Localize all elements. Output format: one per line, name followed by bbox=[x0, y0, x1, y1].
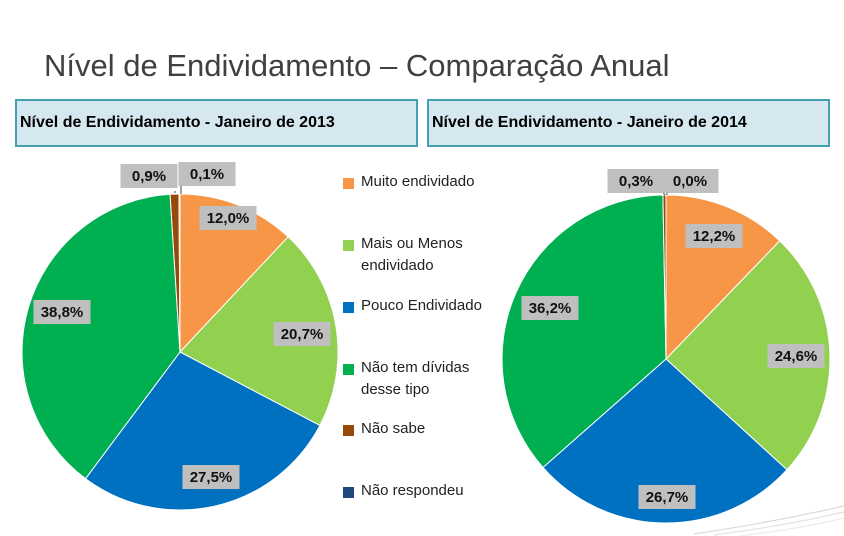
data-label: 0,3% bbox=[607, 169, 665, 193]
data-label: 0,1% bbox=[178, 162, 236, 186]
data-label-text: 0,1% bbox=[190, 166, 224, 183]
pie-slice-4 bbox=[21, 193, 181, 480]
legend: Muito endividado Mais ou Menos endividad… bbox=[343, 0, 513, 536]
legend-swatch bbox=[343, 302, 354, 313]
pie-slice-1 bbox=[179, 193, 289, 354]
pie-slice-3 bbox=[542, 358, 788, 524]
legend-label: Mais ou Menos endividado bbox=[361, 235, 463, 274]
data-label-text: 36,2% bbox=[529, 300, 572, 317]
pie-slice-3 bbox=[84, 351, 321, 511]
data-label-box bbox=[182, 465, 240, 489]
data-label: 26,7% bbox=[638, 485, 696, 509]
legend-label: Não tem dívidas desse tipo bbox=[361, 359, 470, 398]
pie-slice-2 bbox=[665, 240, 831, 471]
data-label-text: 0,3% bbox=[619, 173, 653, 190]
data-label-box bbox=[521, 296, 579, 320]
data-label-text: 38,8% bbox=[41, 304, 84, 321]
data-label: 0,9% bbox=[120, 164, 178, 188]
legend-item-nao-sabe: Não sabe bbox=[343, 420, 426, 440]
data-label: 12,0% bbox=[199, 206, 257, 230]
decorative-swoosh bbox=[693, 505, 844, 536]
data-label: 0,0% bbox=[661, 169, 719, 193]
chart-title-2013: Nível de Endividamento - Janeiro de 2013 bbox=[15, 99, 418, 147]
data-label-box bbox=[661, 169, 719, 193]
data-label-box bbox=[638, 485, 696, 509]
legend-item-pouco-endividado: Pouco Endividado bbox=[343, 297, 482, 317]
data-label: 20,7% bbox=[273, 322, 331, 346]
data-label: 36,2% bbox=[521, 296, 579, 320]
data-label-box bbox=[120, 164, 178, 188]
data-label: 27,5% bbox=[182, 465, 240, 489]
page-title: Nível de Endividamento – Comparação Anua… bbox=[44, 48, 670, 83]
data-label-text: 20,7% bbox=[281, 326, 324, 343]
data-label: 38,8% bbox=[33, 300, 91, 324]
legend-label: Não sabe bbox=[361, 420, 426, 437]
legend-label: Pouco Endividado bbox=[361, 297, 482, 314]
legend-swatch bbox=[343, 425, 354, 436]
legend-swatch bbox=[343, 364, 354, 375]
legend-label: Não respondeu bbox=[361, 482, 464, 499]
data-label-text: 0,0% bbox=[673, 173, 707, 190]
data-label-text: 27,5% bbox=[190, 469, 233, 486]
data-label: 24,6% bbox=[767, 344, 825, 368]
legend-label: Muito endividado bbox=[361, 173, 475, 190]
pie-slice-2 bbox=[179, 236, 339, 427]
pie-slice-4 bbox=[501, 194, 667, 469]
legend-item-nao-respondeu: Não respondeu bbox=[343, 482, 464, 502]
legend-swatch bbox=[343, 487, 354, 498]
legend-item-mais-ou-menos: Mais ou Menos endividado bbox=[343, 235, 493, 277]
data-label-box bbox=[607, 169, 665, 193]
data-label-text: 12,2% bbox=[693, 228, 736, 245]
data-label-text: 26,7% bbox=[646, 489, 689, 506]
data-label-text: 0,9% bbox=[132, 168, 166, 185]
data-label: 12,2% bbox=[685, 224, 743, 248]
data-label-box bbox=[767, 344, 825, 368]
data-label-box bbox=[199, 206, 257, 230]
data-label-box bbox=[273, 322, 331, 346]
data-label-box bbox=[685, 224, 743, 248]
chart-title-2014: Nível de Endividamento - Janeiro de 2014 bbox=[427, 99, 830, 147]
legend-item-muito-endividado: Muito endividado bbox=[343, 173, 475, 193]
data-label-box bbox=[33, 300, 91, 324]
legend-swatch bbox=[343, 240, 354, 251]
pie-slice-6 bbox=[178, 193, 181, 353]
legend-swatch bbox=[343, 178, 354, 189]
data-label-text: 24,6% bbox=[775, 348, 818, 365]
legend-item-nao-tem-dividas: Não tem dívidas desse tipo bbox=[343, 359, 493, 401]
data-label-box bbox=[178, 162, 236, 186]
data-label-text: 12,0% bbox=[207, 210, 250, 227]
